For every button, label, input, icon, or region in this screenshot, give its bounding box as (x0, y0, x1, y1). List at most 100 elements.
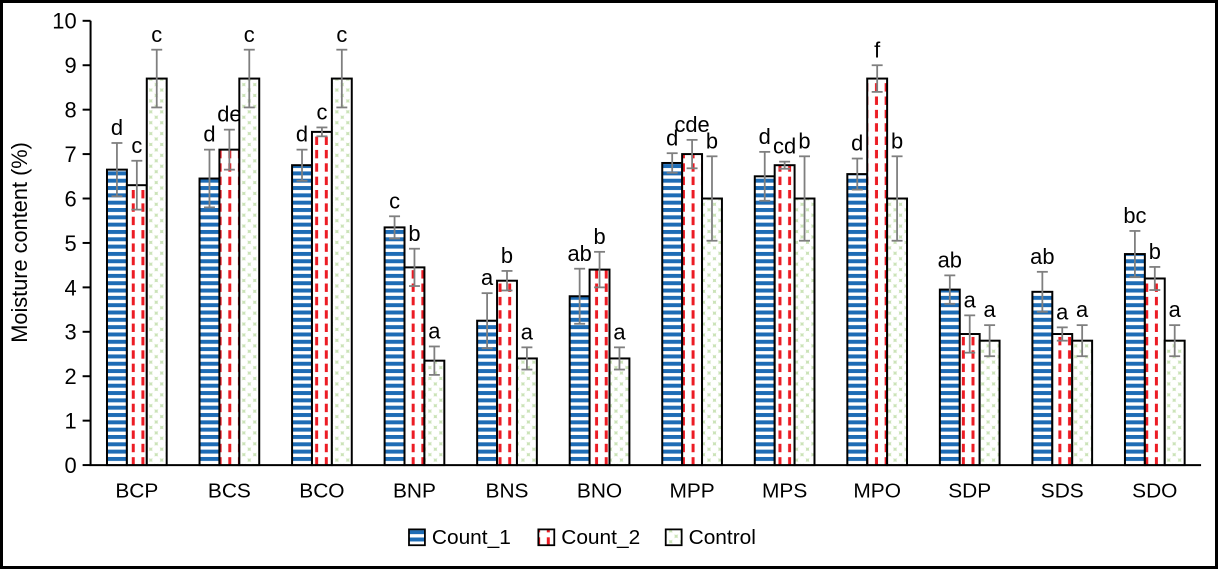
legend-label: Control (689, 526, 756, 549)
significance-letter: f (874, 37, 881, 62)
x-category-label: SDS (1041, 480, 1084, 503)
y-axis-title: Moisture content (%) (7, 142, 32, 343)
bar-control-bns (515, 357, 538, 467)
bar-count_1-bcp (105, 168, 128, 467)
y-tick-label: 8 (64, 98, 76, 123)
y-tick-label: 10 (52, 9, 76, 34)
y-tick-label: 0 (64, 453, 76, 478)
significance-letter: a (481, 265, 494, 290)
significance-letter: d (666, 125, 678, 150)
significance-letter: b (706, 128, 718, 153)
significance-letter: b (593, 224, 605, 249)
bar-count_1-bnp (383, 226, 406, 467)
significance-letter: b (408, 221, 420, 246)
bar-count_1-mps (753, 175, 776, 467)
significance-letter: a (521, 319, 534, 344)
legend-swatch-control (664, 528, 683, 547)
significance-letter: b (798, 128, 810, 153)
significance-letter: cd (773, 134, 796, 159)
y-tick-label: 5 (64, 231, 76, 256)
significance-letter: a (964, 287, 977, 312)
x-category-label: MPO (853, 480, 901, 503)
significance-letter: c (316, 100, 327, 125)
significance-letter: d (203, 122, 215, 147)
bar-count_2-bcp (125, 184, 148, 467)
legend-label: Count_1 (432, 526, 511, 549)
x-category-label: SDP (948, 480, 991, 503)
bar-count_2-sdp (958, 333, 981, 467)
bar-count_1-bco (291, 164, 313, 467)
bar-count_2-bns (496, 279, 518, 467)
significance-letter: c (336, 22, 347, 47)
bar-control-bcs (238, 77, 261, 467)
bar-count_2-sdo (1143, 277, 1166, 467)
significance-letter: ab (938, 248, 962, 273)
bar-count_1-mpp (661, 161, 684, 467)
significance-letter: c (389, 188, 400, 213)
significance-letter: a (613, 319, 626, 344)
bar-control-sds (1071, 339, 1094, 467)
bar-count_2-mpp (681, 153, 704, 467)
bar-count_1-bcs (198, 177, 221, 467)
x-category-label: BNO (577, 480, 622, 503)
y-tick-label: 6 (64, 186, 76, 211)
significance-letter: c (244, 22, 255, 47)
significance-letter: a (1076, 297, 1089, 322)
significance-letter: b (891, 128, 903, 153)
x-category-label: BCP (115, 480, 158, 503)
bar-count_2-sds (1051, 333, 1074, 467)
x-category-label: BCO (299, 480, 344, 503)
bar-count_2-bno (588, 268, 611, 467)
legend: Count_1 Count_2 Control (408, 526, 756, 549)
y-tick-label: 4 (64, 275, 76, 300)
significance-letter: ab (567, 241, 591, 266)
x-category-label: BCS (208, 480, 251, 503)
significance-letter: d (759, 124, 771, 149)
x-category-label: MPS (762, 480, 807, 503)
bar-control-bno (608, 357, 631, 467)
bar-control-sdo (1163, 339, 1186, 467)
bar-count_1-mpo (846, 173, 869, 467)
bar-count_1-sds (1031, 290, 1054, 467)
significance-letter: a (428, 319, 441, 344)
bar-control-sdp (978, 339, 1001, 467)
significance-letter: de (217, 102, 241, 127)
bar-count_1-sdp (938, 288, 961, 467)
moisture-content-bar-chart: Moisture content (%) 0 1 2 3 4 5 6 7 8 9 10 BCP BCS B… (7, 9, 1202, 549)
significance-letter: b (1149, 239, 1161, 264)
bar-count_2-bco (310, 130, 333, 467)
bar-count_2-bnp (403, 266, 426, 467)
significance-letter: d (296, 122, 308, 147)
legend-item-control: Control (664, 526, 756, 549)
significance-letter: a (1056, 299, 1069, 324)
bar-control-bcp (145, 77, 168, 467)
bar-count_2-bcs (218, 148, 241, 467)
legend-swatch-count_2 (537, 528, 556, 547)
legend-item-count_1: Count_1 (408, 526, 511, 549)
x-category-label: MPP (669, 480, 714, 503)
y-tick-label: 7 (64, 142, 76, 167)
axes: 0 1 2 3 4 5 6 7 8 9 10 BCP BCS BCO BNP BNS BNO MPP MPS MPO S… (52, 9, 1202, 503)
significance-letter: b (501, 243, 513, 268)
legend-item-count_2: Count_2 (537, 526, 640, 549)
significance-letter: cde (674, 112, 709, 137)
x-category-label: BNS (486, 480, 529, 503)
significance-letter: bc (1123, 203, 1146, 228)
significance-letter: d (851, 131, 863, 156)
y-tick-label: 9 (64, 53, 76, 78)
y-tick-label: 2 (64, 364, 76, 389)
y-tick-label: 1 (64, 409, 76, 434)
bar-control-bnp (423, 359, 446, 467)
significance-letter: a (984, 297, 997, 322)
legend-label: Count_2 (561, 526, 640, 549)
y-tick-label: 3 (64, 320, 76, 345)
significance-letter: ab (1030, 244, 1054, 269)
x-category-label: BNP (393, 480, 436, 503)
bar-count_1-sdo (1123, 253, 1146, 467)
significance-letter: c (131, 133, 142, 158)
x-category-label: SDO (1132, 480, 1177, 503)
significance-letter: c (151, 22, 162, 47)
bar-count_2-mps (773, 164, 796, 467)
